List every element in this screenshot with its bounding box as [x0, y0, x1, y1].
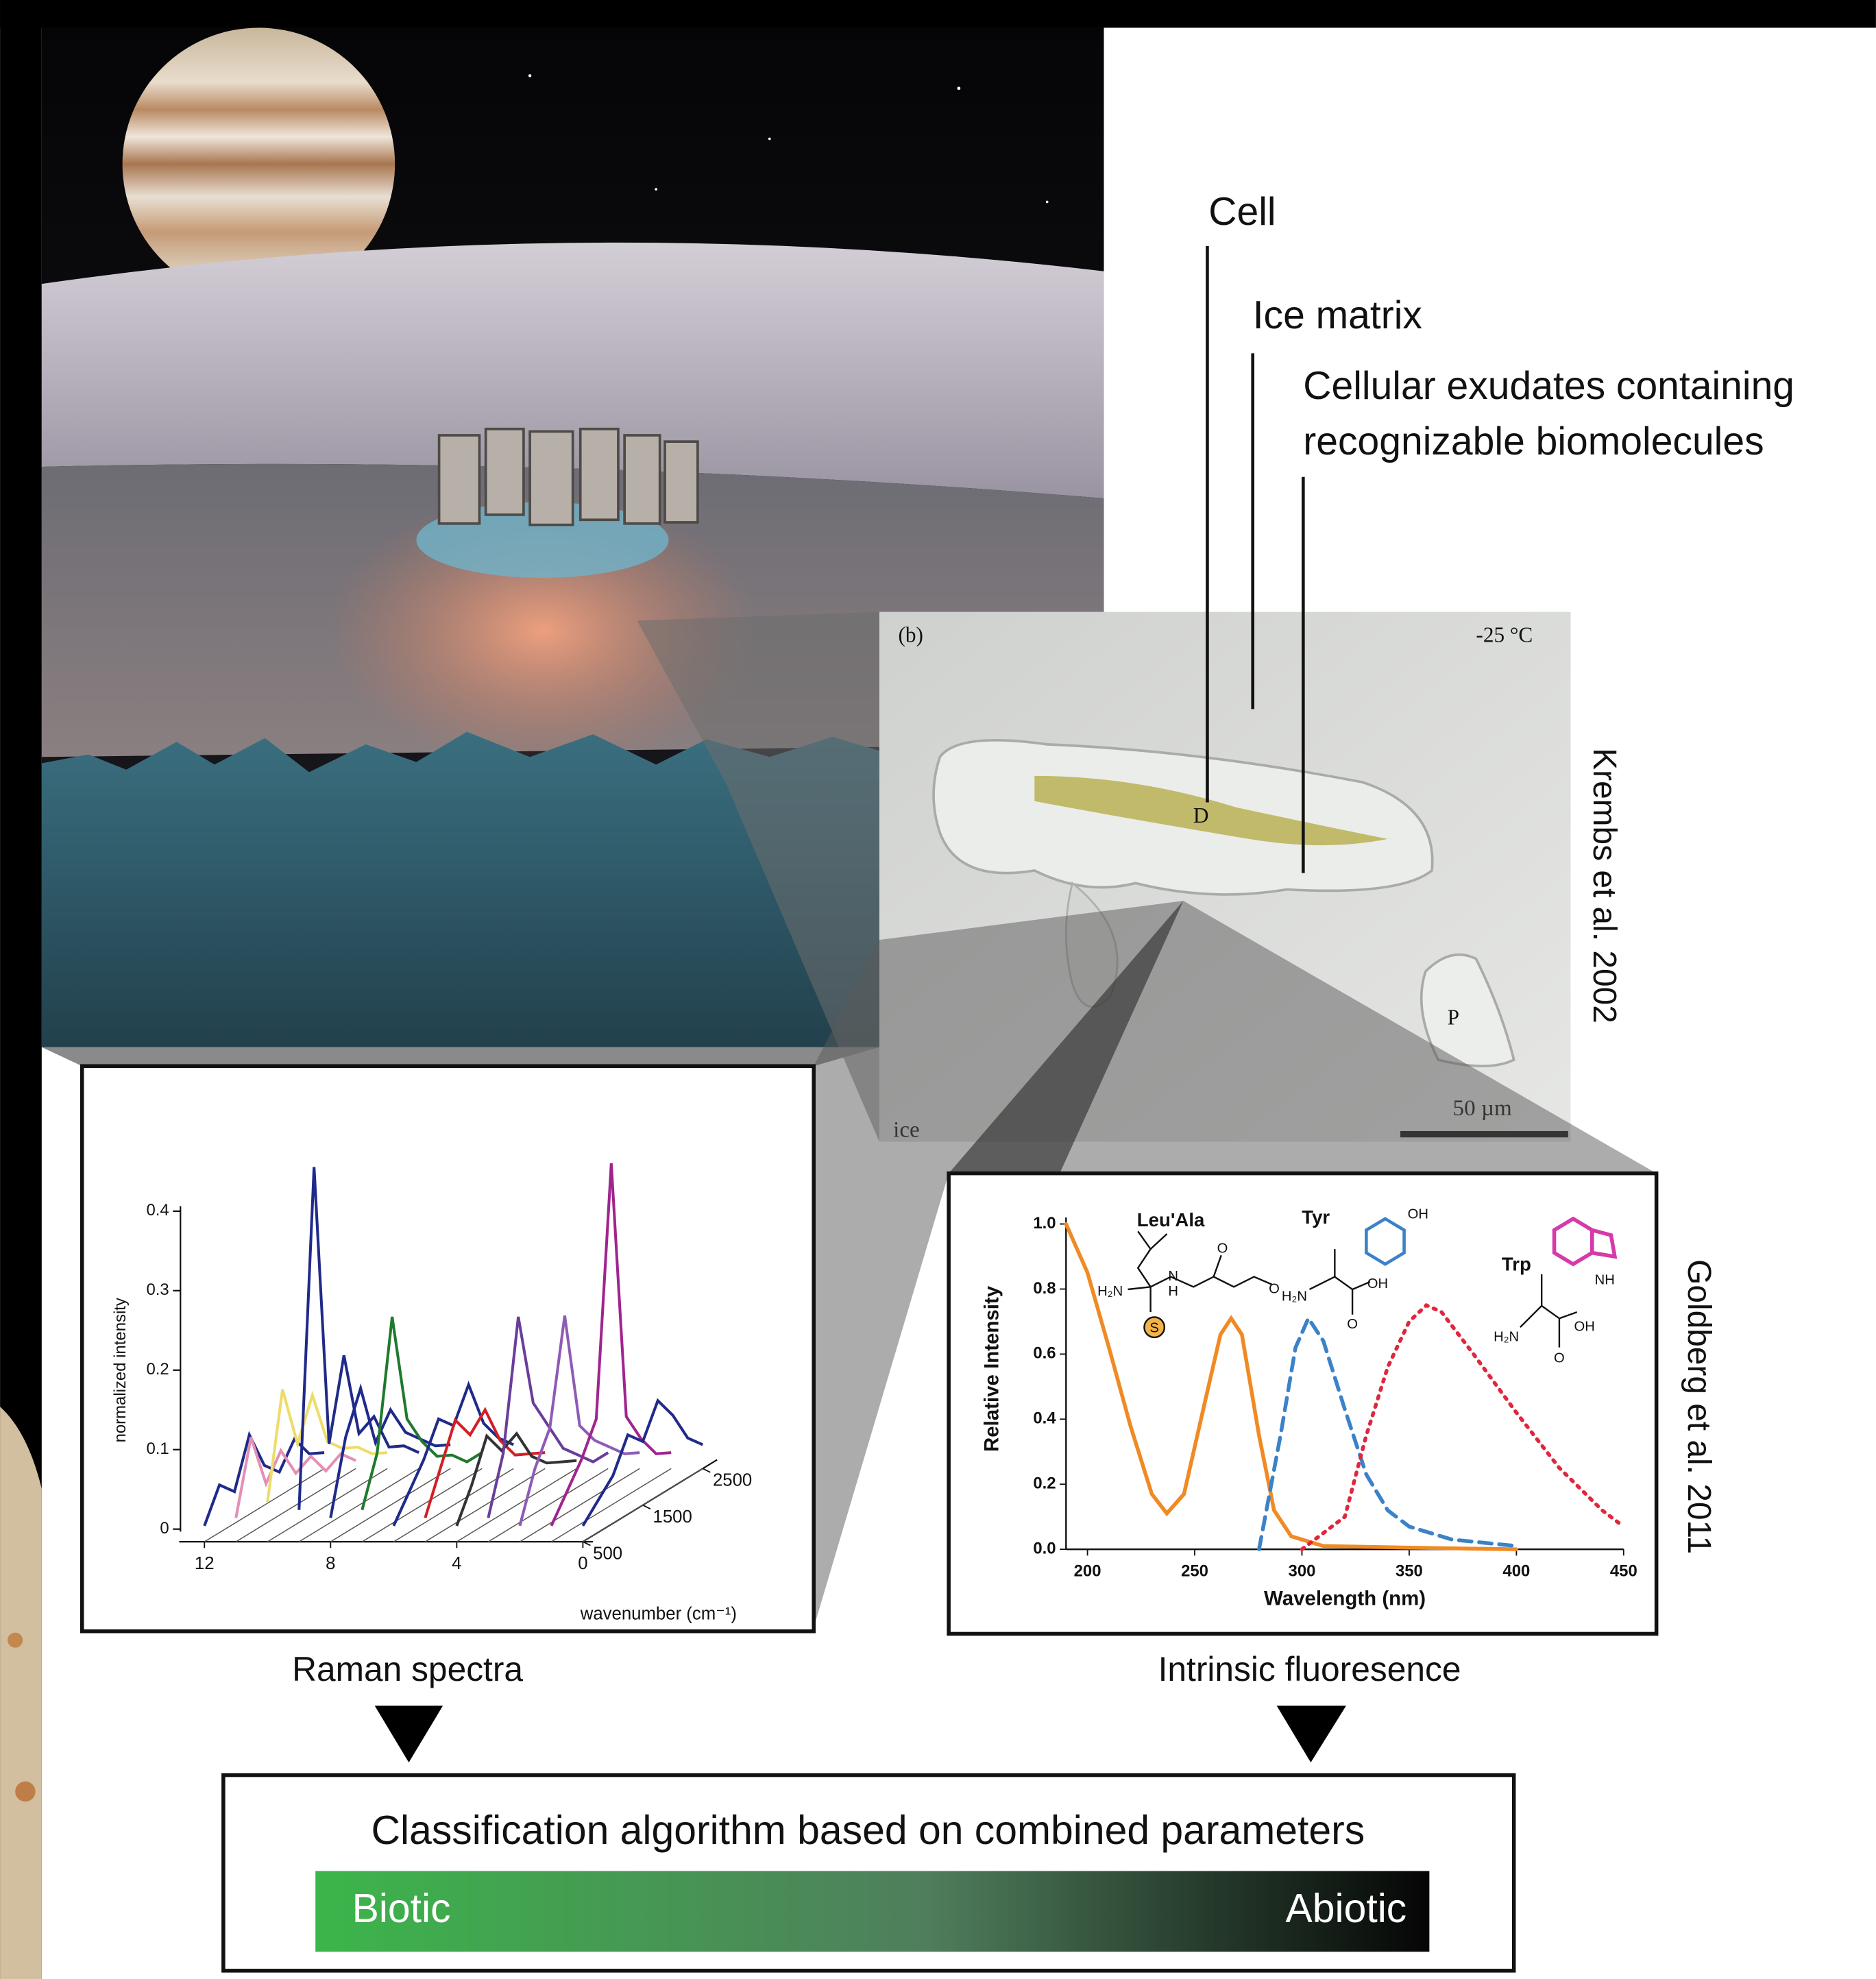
- atom-label: O: [1269, 1281, 1280, 1296]
- panel-frame: [82, 1066, 814, 1631]
- star: [528, 74, 531, 77]
- y-tick-label: 0.0: [1033, 1539, 1056, 1557]
- page: { "annotations": { "cell": "Cell", "ice_…: [0, 0, 1876, 1979]
- atom-label: H: [1168, 1284, 1178, 1299]
- molecule-label: Leu'Ala: [1137, 1209, 1205, 1230]
- star: [957, 86, 960, 90]
- y-tick-label: 0.6: [1033, 1344, 1056, 1363]
- raman-panel: normalized intensity wavenumber (cm⁻¹) 0…: [82, 1066, 814, 1631]
- atom-label: H₂N: [1494, 1329, 1519, 1344]
- x-axis-label: wavenumber (cm⁻¹): [580, 1605, 737, 1624]
- credit: Goldberg et al. 2011: [1681, 1259, 1717, 1554]
- top-band: [0, 0, 1876, 27]
- y-tick-label: 0.3: [146, 1280, 169, 1299]
- arrow-down: [375, 1705, 443, 1762]
- classification-title: Classification algorithm based on combin…: [371, 1808, 1365, 1853]
- classification-panel: Classification algorithm based on combin…: [223, 1775, 1514, 1971]
- ice-block: [624, 435, 660, 524]
- atom-label: OH: [1574, 1320, 1595, 1335]
- atom-label: H₂N: [1097, 1284, 1123, 1299]
- atom-label: H₂N: [1282, 1289, 1307, 1304]
- atom-label: NH: [1595, 1272, 1615, 1287]
- x-tick-label: 12: [195, 1554, 215, 1573]
- ice-block: [439, 435, 480, 524]
- cell-label: Cell: [1208, 190, 1276, 234]
- x-tick-label: 450: [1610, 1562, 1637, 1581]
- exudate-label: recognizable biomolecules: [1303, 420, 1764, 463]
- z-tick-label: 2500: [713, 1471, 752, 1490]
- fluorescence-panel: Relative Intensity Wavelength (nm) Leu'A…: [949, 1174, 1657, 1634]
- x-tick-label: 350: [1396, 1562, 1423, 1581]
- y-axis-label: Relative Intensity: [980, 1285, 1003, 1452]
- arrow-down: [1277, 1705, 1346, 1762]
- credit: Krembs et al. 2002: [1586, 748, 1622, 1023]
- x-tick-label: 250: [1181, 1562, 1208, 1581]
- atom-label: O: [1217, 1241, 1228, 1256]
- y-tick-label: 0.8: [1033, 1279, 1056, 1298]
- z-tick-label: 500: [593, 1544, 622, 1563]
- y-tick-label: 0.2: [146, 1360, 169, 1379]
- cell-letter: D: [1193, 803, 1209, 827]
- molecule-label: Tyr: [1302, 1206, 1330, 1228]
- atom-label: N: [1168, 1269, 1178, 1284]
- x-tick-label: 300: [1289, 1562, 1316, 1581]
- fluorescence-caption: Intrinsic fluoresence: [1158, 1650, 1461, 1688]
- atom-label: O: [1554, 1351, 1565, 1366]
- x-axis-label: Wavelength (nm): [1264, 1588, 1426, 1610]
- y-axis-label: normalized intensity: [111, 1298, 130, 1442]
- biotic-abiotic-scale: [315, 1871, 1429, 1952]
- y-tick-label: 0.4: [1033, 1409, 1056, 1428]
- atom-label: OH: [1367, 1276, 1388, 1291]
- star: [768, 138, 771, 141]
- y-tick-label: 0.1: [146, 1440, 169, 1458]
- x-tick-label: 200: [1074, 1562, 1101, 1581]
- particle-letter: P: [1448, 1005, 1459, 1029]
- panel-label: (b): [899, 623, 923, 647]
- moon-spot: [15, 1782, 35, 1801]
- moon-edge: [0, 1407, 42, 1979]
- exudate-label: Cellular exudates containing: [1303, 364, 1794, 408]
- star: [655, 188, 657, 191]
- ice-blocks: [439, 429, 698, 525]
- temperature-label: -25 °C: [1476, 623, 1533, 647]
- x-tick-label: 4: [452, 1554, 461, 1573]
- x-tick-label: 400: [1502, 1562, 1530, 1581]
- molecule-label: Trp: [1502, 1253, 1531, 1274]
- ice-block: [581, 429, 618, 520]
- figure: (b) -25 °C D P 50 µm ice Cell Ice matrix…: [0, 0, 1876, 1979]
- moon-spot: [8, 1633, 23, 1648]
- z-tick-label: 1500: [653, 1507, 692, 1527]
- x-tick-label: 0: [578, 1554, 587, 1573]
- ice-block: [665, 441, 698, 522]
- scale-start-label: Biotic: [352, 1886, 451, 1931]
- y-tick-label: 0.2: [1033, 1474, 1056, 1493]
- ice-block: [486, 429, 524, 515]
- ice-block: [530, 431, 573, 524]
- atom-label: S: [1149, 1320, 1158, 1335]
- scale-end-label: Abiotic: [1286, 1886, 1407, 1931]
- y-tick-label: 0: [160, 1519, 169, 1538]
- star: [1046, 201, 1049, 204]
- zoom-projection: [42, 1047, 879, 1067]
- raman-caption: Raman spectra: [292, 1650, 523, 1688]
- x-tick-label: 8: [326, 1554, 335, 1573]
- y-tick-label: 0.4: [146, 1201, 169, 1219]
- y-tick-label: 1.0: [1033, 1214, 1056, 1233]
- atom-label: O: [1347, 1317, 1358, 1332]
- ice-matrix-label: Ice matrix: [1253, 293, 1422, 337]
- atom-label: OH: [1408, 1207, 1428, 1222]
